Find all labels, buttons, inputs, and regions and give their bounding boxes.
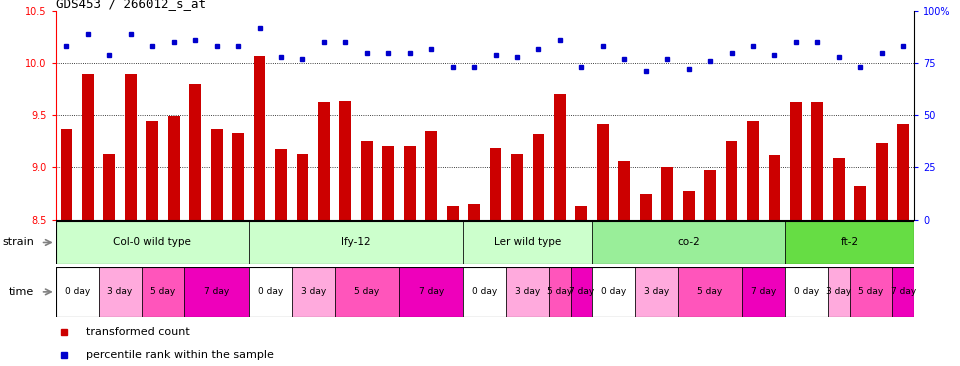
Text: 7 day: 7 day [568, 287, 594, 296]
Text: 0 day: 0 day [64, 287, 90, 296]
Bar [785, 267, 828, 317]
Bar [854, 186, 866, 220]
Text: GDS453 / 266012_s_at: GDS453 / 266012_s_at [56, 0, 205, 10]
Bar [490, 147, 501, 220]
Text: time: time [9, 287, 35, 297]
Bar [249, 267, 292, 317]
Bar [592, 267, 635, 317]
Bar [189, 84, 201, 220]
Text: 0 day: 0 day [601, 287, 626, 296]
Bar [249, 221, 464, 264]
Bar [399, 267, 464, 317]
Text: 0 day: 0 day [794, 287, 819, 296]
Text: 7 day: 7 day [891, 287, 916, 296]
Bar [60, 129, 72, 220]
Text: Ler wild type: Ler wild type [494, 238, 562, 247]
Text: lfy-12: lfy-12 [341, 238, 371, 247]
Bar [340, 101, 351, 220]
Bar [297, 154, 308, 220]
Bar [506, 267, 549, 317]
Text: 3 day: 3 day [108, 287, 132, 296]
Bar [570, 267, 592, 317]
Bar [232, 133, 244, 220]
Text: 5 day: 5 day [698, 287, 723, 296]
Bar [99, 267, 141, 317]
Text: Col-0 wild type: Col-0 wild type [113, 238, 191, 247]
Bar [82, 74, 94, 220]
Bar [898, 124, 909, 220]
Text: 0 day: 0 day [257, 287, 283, 296]
Bar [575, 206, 588, 220]
Bar [446, 206, 459, 220]
Bar [361, 141, 372, 220]
Bar [404, 146, 416, 220]
Text: 7 day: 7 day [204, 287, 229, 296]
Bar [141, 267, 184, 317]
Bar [726, 141, 737, 220]
Bar [533, 134, 544, 220]
Bar [184, 267, 249, 317]
Bar [635, 267, 678, 317]
Bar [828, 267, 850, 317]
Bar [382, 146, 395, 220]
Bar [683, 191, 694, 220]
Bar [104, 154, 115, 220]
Text: 3 day: 3 day [300, 287, 325, 296]
Text: strain: strain [2, 238, 35, 247]
Bar [661, 168, 673, 220]
Bar [833, 158, 845, 220]
Bar [618, 161, 630, 220]
Bar [146, 120, 158, 220]
Text: 3 day: 3 day [827, 287, 852, 296]
Bar [678, 267, 742, 317]
Bar [811, 102, 824, 220]
Text: 5 day: 5 day [151, 287, 176, 296]
Text: 3 day: 3 day [516, 287, 540, 296]
Bar [639, 194, 652, 220]
Bar [253, 56, 265, 220]
Bar [790, 102, 802, 220]
Bar [876, 143, 888, 220]
Bar [168, 116, 180, 220]
Bar [464, 221, 592, 264]
Text: 5 day: 5 day [858, 287, 883, 296]
Text: 7 day: 7 day [419, 287, 444, 296]
Bar [893, 267, 914, 317]
Bar [742, 267, 785, 317]
Bar [468, 204, 480, 220]
Bar [705, 169, 716, 220]
Bar [56, 267, 99, 317]
Bar [125, 74, 136, 220]
Text: ft-2: ft-2 [841, 238, 858, 247]
Text: co-2: co-2 [677, 238, 700, 247]
Text: 3 day: 3 day [644, 287, 669, 296]
Bar [747, 120, 759, 220]
Bar [554, 94, 565, 220]
Bar [769, 155, 780, 220]
Bar [850, 267, 893, 317]
Bar [464, 267, 506, 317]
Bar [318, 102, 330, 220]
Bar [597, 124, 609, 220]
Bar [785, 221, 914, 264]
Text: 5 day: 5 day [547, 287, 572, 296]
Bar [425, 131, 437, 220]
Text: 5 day: 5 day [354, 287, 379, 296]
Bar [549, 267, 570, 317]
Bar [210, 129, 223, 220]
Bar [56, 221, 249, 264]
Bar [592, 221, 785, 264]
Text: 0 day: 0 day [472, 287, 497, 296]
Bar [511, 154, 523, 220]
Text: 7 day: 7 day [751, 287, 777, 296]
Text: percentile rank within the sample: percentile rank within the sample [85, 350, 274, 360]
Bar [292, 267, 335, 317]
Bar [276, 149, 287, 220]
Bar [335, 267, 399, 317]
Text: transformed count: transformed count [85, 327, 189, 337]
